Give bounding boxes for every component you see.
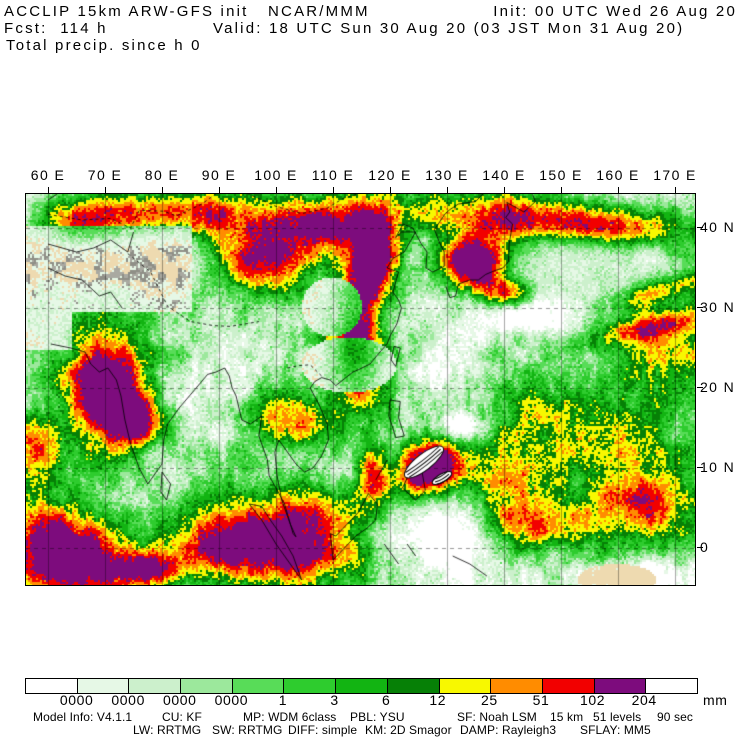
lon-tick-label: 100 E xyxy=(254,167,298,183)
map-frame xyxy=(25,193,696,586)
init-time-label: Init: 00 UTC Wed 26 Aug 20 xyxy=(493,3,737,20)
lat-tick-label: 10 N xyxy=(700,459,736,475)
legend-threshold-label: 25 xyxy=(481,692,498,708)
lon-tick-mark xyxy=(504,187,505,193)
lon-tick-label: 60 E xyxy=(30,167,66,183)
legend-color-segment xyxy=(181,679,233,693)
legend-color-segment xyxy=(439,679,492,693)
legend-threshold-label: 0000 xyxy=(59,692,94,708)
legend-threshold-label: 0000 xyxy=(214,692,249,708)
lat-tick-mark xyxy=(697,387,703,388)
legend-color-segment xyxy=(336,679,388,693)
lon-tick-mark xyxy=(219,187,220,193)
legend-unit-label: mm xyxy=(703,692,728,708)
model-info-item: MP: WDM 6class xyxy=(243,710,337,724)
lon-tick-mark xyxy=(333,187,334,193)
model-info-item: DAMP: Rayleigh3 xyxy=(460,723,557,737)
lat-tick-mark xyxy=(697,227,703,228)
model-info-item: 15 km xyxy=(550,710,584,724)
legend-color-segment xyxy=(232,679,285,693)
legend-color-segment xyxy=(26,679,78,693)
legend-color-segment xyxy=(542,679,595,693)
valid-time-label: Valid: 18 UTC Sun 30 Aug 20 (03 JST Mon … xyxy=(213,20,685,37)
precip-map-canvas xyxy=(26,194,695,585)
model-info-item: KM: 2D Smagor xyxy=(365,723,452,737)
lon-tick-mark xyxy=(618,187,619,193)
lon-tick-label: 160 E xyxy=(596,167,640,183)
model-info-item: CU: KF xyxy=(162,710,202,724)
legend-color-segment xyxy=(594,679,647,693)
lon-tick-label: 90 E xyxy=(201,167,237,183)
lat-tick-mark xyxy=(697,467,703,468)
lat-tick-label: 20 N xyxy=(700,379,736,395)
forecast-hour-label: Fcst: 114 h xyxy=(4,20,108,37)
model-info-item: 51 levels xyxy=(593,710,642,724)
model-info-item: SFLAY: MM5 xyxy=(580,723,651,737)
lon-tick-label: 150 E xyxy=(539,167,583,183)
lon-tick-label: 140 E xyxy=(482,167,526,183)
legend-threshold-label: 1 xyxy=(278,692,288,708)
legend-threshold-label: 6 xyxy=(381,692,391,708)
lon-tick-mark xyxy=(162,187,163,193)
lon-tick-mark xyxy=(447,187,448,193)
legend-color-segment xyxy=(387,679,440,693)
lon-tick-label: 130 E xyxy=(425,167,469,183)
legend-threshold-label: 3 xyxy=(330,692,339,708)
lon-tick-label: 170 E xyxy=(653,167,697,183)
lat-tick-label: 0 xyxy=(700,539,710,555)
lon-tick-label: 70 E xyxy=(87,167,123,183)
lat-tick-mark xyxy=(697,547,703,548)
legend-threshold-label: 12 xyxy=(429,692,447,708)
legend-color-segment xyxy=(129,679,182,693)
lat-tick-mark xyxy=(697,307,703,308)
legend-color-segment xyxy=(284,679,337,693)
lat-tick-label: 40 N xyxy=(700,219,736,235)
lon-tick-mark xyxy=(390,187,391,193)
legend-threshold-label: 0000 xyxy=(111,692,145,708)
model-info-item: SW: RRTMG xyxy=(212,723,283,737)
legend-color-segment xyxy=(491,679,543,693)
org-label: NCAR/MMM xyxy=(268,3,370,20)
lon-tick-mark xyxy=(675,187,676,193)
legend-color-segment xyxy=(646,679,697,693)
model-info-item: LW: RRTMG xyxy=(133,723,202,737)
lon-tick-label: 110 E xyxy=(311,167,355,183)
lon-tick-mark xyxy=(48,187,49,193)
lon-tick-label: 80 E xyxy=(144,167,180,183)
model-info-item: SF: Noah LSM xyxy=(457,710,537,724)
legend-colorbar xyxy=(25,678,698,694)
field-label: Total precip. since h 0 xyxy=(6,37,202,54)
model-info-item: 90 sec xyxy=(657,710,693,724)
lat-tick-label: 30 N xyxy=(700,299,736,315)
model-info-item: Model Info: V4.1.1 xyxy=(33,710,133,724)
plot-title: ACCLIP 15km ARW-GFS init xyxy=(4,3,249,20)
model-info-item: DIFF: simple xyxy=(288,723,358,737)
legend-threshold-label: 0000 xyxy=(163,692,197,708)
legend-threshold-label: 51 xyxy=(532,692,550,708)
legend-color-segment xyxy=(77,679,130,693)
lon-tick-mark xyxy=(561,187,562,193)
legend-threshold-label: 204 xyxy=(631,692,657,708)
legend-threshold-label: 102 xyxy=(580,692,606,708)
lon-tick-label: 120 E xyxy=(368,167,412,183)
lon-tick-mark xyxy=(105,187,106,193)
lon-tick-mark xyxy=(276,187,277,193)
model-info-item: PBL: YSU xyxy=(350,710,405,724)
